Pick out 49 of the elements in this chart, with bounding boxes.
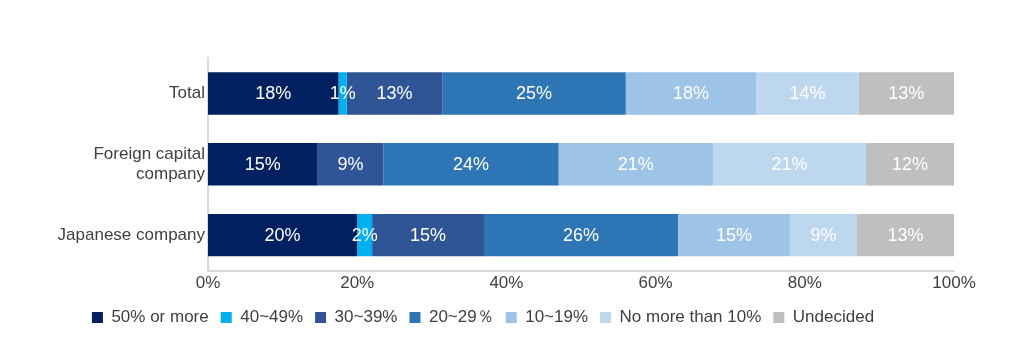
x-tick-label: 0%	[195, 273, 221, 293]
y-tick-label: Foreign capital company	[93, 143, 206, 184]
y-tick-label: Total	[169, 83, 205, 103]
bar	[677, 213, 790, 257]
data-label: 20%	[264, 225, 301, 246]
bar	[625, 72, 757, 115]
data-label: 13%	[376, 83, 413, 104]
bar	[857, 213, 954, 257]
x-tick-label: 100%	[932, 273, 976, 293]
legend-label: No more than 10%	[619, 307, 762, 327]
legend-label: 20~29％	[428, 307, 494, 327]
data-label: 14%	[789, 83, 826, 104]
legend-label: 50% or more	[111, 307, 209, 327]
data-label: 15%	[244, 154, 281, 175]
data-label: 21%	[771, 154, 808, 175]
bar	[208, 143, 318, 186]
bar	[317, 143, 384, 186]
bar	[865, 143, 954, 186]
bar	[484, 213, 678, 257]
data-label: 9%	[810, 225, 837, 246]
bar	[383, 143, 559, 186]
data-label: 18%	[673, 83, 710, 104]
bar	[789, 213, 858, 257]
x-tick-label: 80%	[787, 273, 822, 293]
bar	[558, 143, 714, 186]
legend-label: Undecided	[792, 307, 875, 327]
legend-label: 10~19%	[525, 307, 589, 327]
x-tick-label: 40%	[489, 273, 524, 293]
data-label: 24%	[452, 154, 489, 175]
data-label: 12%	[891, 154, 928, 175]
data-label: 1%	[329, 83, 356, 104]
data-label: 18%	[255, 83, 292, 104]
bar	[756, 72, 859, 115]
x-tick-label: 60%	[638, 273, 673, 293]
data-label: 25%	[515, 83, 553, 104]
data-label: 13%	[887, 225, 924, 246]
data-label: 15%	[715, 225, 752, 246]
y-tick-label: Japanese company	[57, 224, 206, 244]
bar	[858, 72, 954, 115]
data-label: 15%	[410, 225, 447, 246]
data-label: 13%	[888, 83, 925, 104]
bar	[442, 72, 626, 115]
legend-label: 40~49%	[240, 307, 304, 327]
data-label: 26%	[562, 225, 600, 246]
data-label: 21%	[617, 154, 654, 175]
bar	[713, 143, 866, 186]
x-tick-label: 20%	[340, 273, 375, 293]
data-label: 9%	[337, 154, 364, 175]
legend-label: 30~39%	[334, 307, 398, 327]
